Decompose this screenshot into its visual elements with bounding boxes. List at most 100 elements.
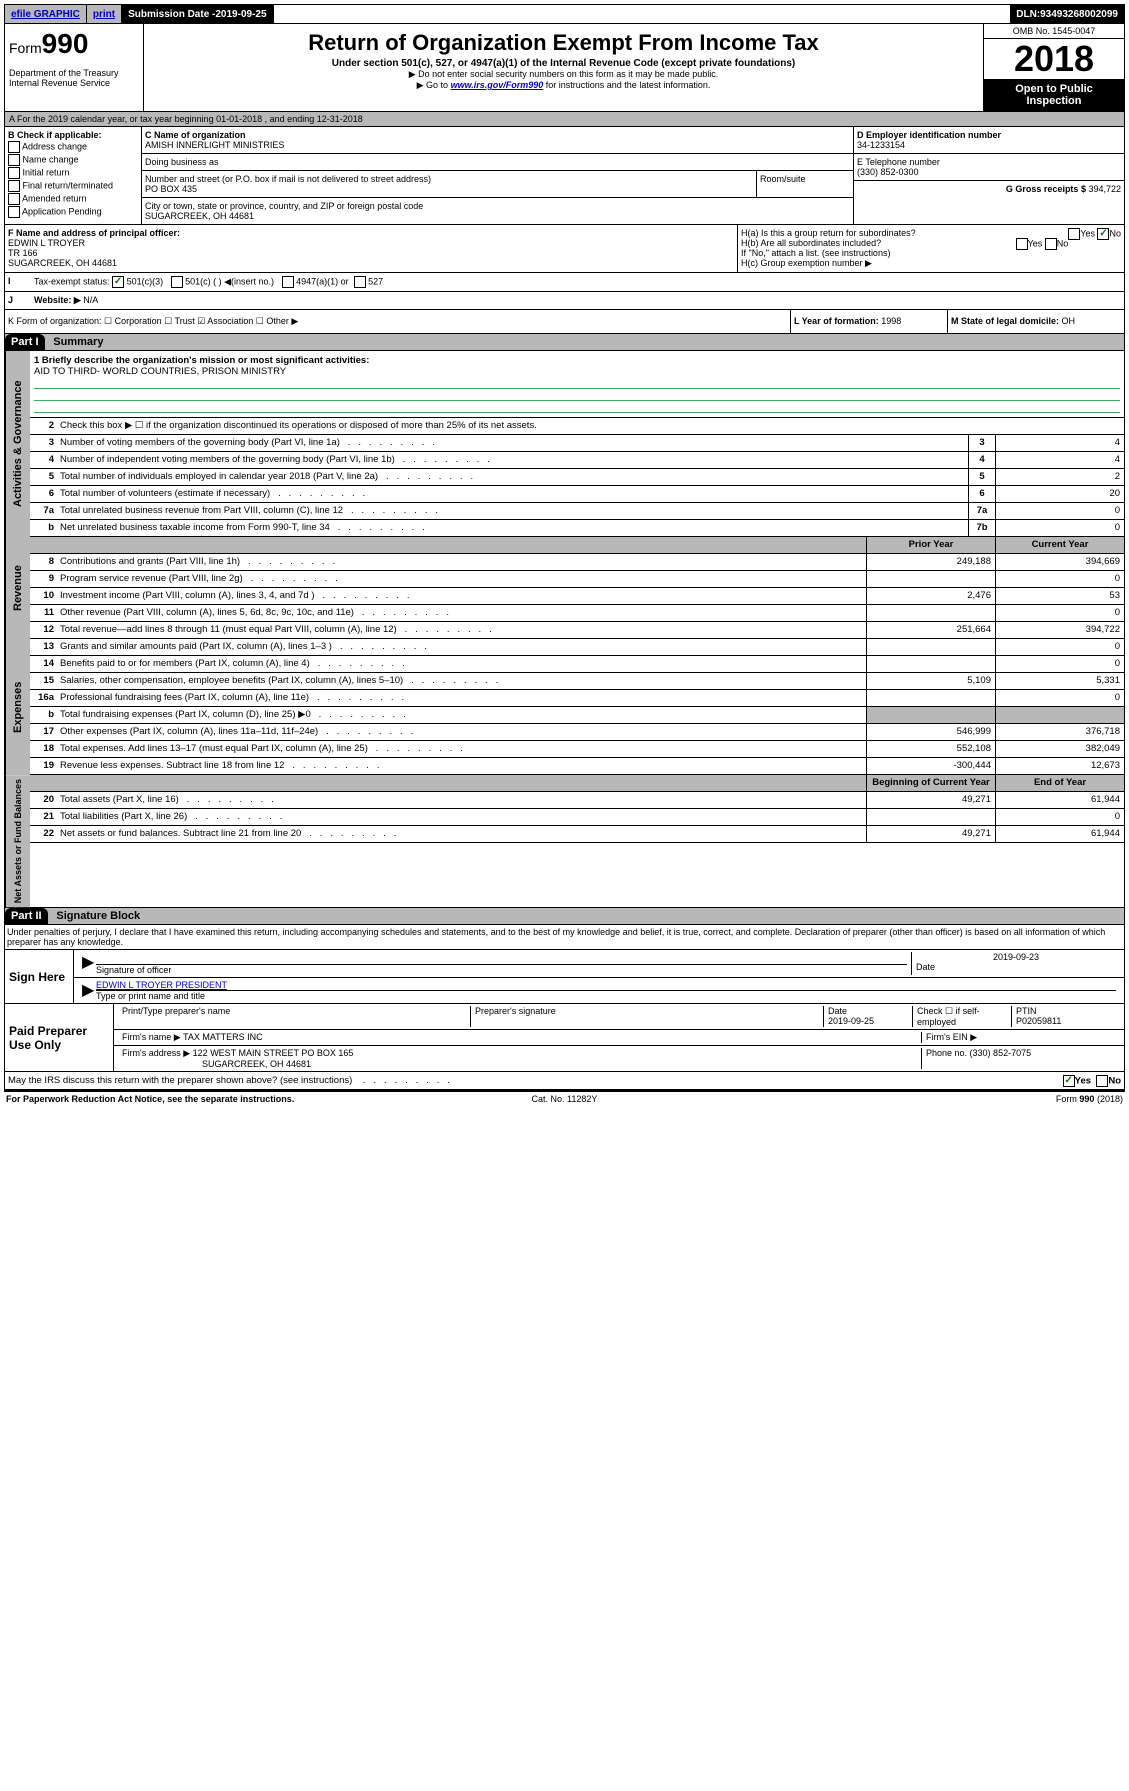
row-j-label: J: [5, 292, 31, 309]
sig-officer-row: ▶ Signature of officer 2019-09-23 Date: [74, 950, 1124, 978]
row-j: J Website: ▶ N/A: [4, 292, 1125, 310]
table-row: 16a Professional fundraising fees (Part …: [30, 690, 1124, 707]
cb-amended[interactable]: Amended return: [8, 193, 138, 205]
cb-501c3[interactable]: [112, 276, 124, 288]
table-row: 13 Grants and similar amounts paid (Part…: [30, 639, 1124, 656]
table-row: 4 Number of independent voting members o…: [30, 452, 1124, 469]
sig-date-label: Date: [916, 962, 1116, 972]
page-footer: For Paperwork Reduction Act Notice, see …: [4, 1090, 1125, 1106]
firm-phone-label: Phone no.: [926, 1048, 970, 1058]
table-row: b Total fundraising expenses (Part IX, c…: [30, 707, 1124, 724]
subdate-value: 2019-09-25: [215, 9, 266, 20]
governance-section: Activities & Governance 1 Briefly descri…: [4, 351, 1125, 537]
irs-link[interactable]: www.irs.gov/Form990: [451, 80, 544, 90]
cb-final-return[interactable]: Final return/terminated: [8, 180, 138, 192]
cb-initial-return[interactable]: Initial return: [8, 167, 138, 179]
cb-discuss-no[interactable]: [1096, 1075, 1108, 1087]
form-of-org: K Form of organization: ☐ Corporation ☐ …: [5, 310, 790, 333]
sidetab-expenses: Expenses: [5, 639, 30, 775]
city-cell: City or town, state or province, country…: [142, 198, 853, 224]
officer-addr1: TR 166: [8, 248, 734, 258]
exp-rows-container: 13 Grants and similar amounts paid (Part…: [30, 639, 1124, 775]
addr-value: PO BOX 435: [145, 184, 753, 194]
cb-501c[interactable]: [171, 276, 183, 288]
ein-cell: D Employer identification number 34-1233…: [854, 127, 1124, 154]
row-fh: F Name and address of principal officer:…: [4, 225, 1125, 273]
phone-value: (330) 852-0300: [857, 167, 1121, 177]
gross-receipts-cell: G Gross receipts $ 394,722: [854, 181, 1124, 197]
room-label: Room/suite: [757, 171, 853, 197]
prep-date-value: 2019-09-25: [828, 1016, 908, 1026]
tax-year: 2018: [984, 39, 1124, 79]
paid-right: Print/Type preparer's name Preparer's si…: [114, 1004, 1124, 1071]
website-label: Website: ▶: [34, 295, 81, 305]
row-a-taxyear: A For the 2019 calendar year, or tax yea…: [4, 112, 1125, 127]
sig-officer-cell: Signature of officer: [92, 952, 911, 975]
rev-rows-container: 8 Contributions and grants (Part VIII, l…: [30, 554, 1124, 639]
print-button[interactable]: print: [87, 5, 122, 23]
efile-link[interactable]: efile GRAPHIC: [11, 9, 80, 20]
revenue-section: Revenue Prior Year Current Year 8 Contri…: [4, 537, 1125, 639]
sign-right: ▶ Signature of officer 2019-09-23 Date ▶…: [74, 950, 1124, 1003]
netassets-body: Beginning of Current Year End of Year 20…: [30, 775, 1124, 907]
q2-num: 2: [30, 418, 58, 434]
form-title: Return of Organization Exempt From Incom…: [148, 30, 979, 56]
discuss-row: May the IRS discuss this return with the…: [4, 1072, 1125, 1090]
prep-ptin-cell: PTIN P02059811: [1011, 1006, 1120, 1027]
state-domicile: M State of legal domicile: OH: [947, 310, 1124, 333]
form-prefix: Form: [9, 40, 42, 56]
row-klm: K Form of organization: ☐ Corporation ☐ …: [4, 310, 1125, 334]
submission-date-box: Submission Date - 2019-09-25: [122, 5, 273, 23]
firm-addr1: 122 WEST MAIN STREET PO BOX 165: [193, 1048, 354, 1058]
sign-here-label: Sign Here: [5, 950, 74, 1003]
current-year-header: Current Year: [995, 537, 1124, 553]
q2-row: 2 Check this box ▶ ☐ if the organization…: [30, 418, 1124, 435]
year-formation: L Year of formation: 1998: [790, 310, 947, 333]
firm-phone-value: (330) 852-7075: [970, 1048, 1032, 1058]
firm-name-cell: Firm's name ▶ TAX MATTERS INC: [118, 1032, 921, 1043]
addr-row: Number and street (or P.O. box if mail i…: [142, 171, 853, 198]
cb-527[interactable]: [354, 276, 366, 288]
website-row: Website: ▶ N/A: [31, 292, 1124, 309]
tes-label: Tax-exempt status:: [34, 276, 110, 286]
addr-cell: Number and street (or P.O. box if mail i…: [142, 171, 757, 197]
paid-preparer-section: Paid Preparer Use Only Print/Type prepar…: [4, 1004, 1125, 1072]
table-row: 3 Number of voting members of the govern…: [30, 435, 1124, 452]
print-label: print: [93, 9, 115, 20]
officer-name: EDWIN L TROYER: [8, 238, 734, 248]
goto-post: for instructions and the latest informat…: [543, 80, 710, 90]
q1-value: AID TO THIRD- WORLD COUNTRIES, PRISON MI…: [34, 366, 1120, 377]
prep-name-label: Print/Type preparer's name: [118, 1006, 470, 1027]
table-row: 5 Total number of individuals employed i…: [30, 469, 1124, 486]
cb-app-pending[interactable]: Application Pending: [8, 206, 138, 218]
col-b-checkboxes: B Check if applicable: Address change Na…: [5, 127, 142, 224]
goto-pre: ▶ Go to: [417, 80, 451, 90]
prep-sig-label: Preparer's signature: [470, 1006, 823, 1027]
gross-label: G Gross receipts $: [1006, 184, 1089, 194]
ptin-label: PTIN: [1016, 1006, 1116, 1016]
cb-4947[interactable]: [282, 276, 294, 288]
form-header: Form990 Department of the Treasury Inter…: [4, 24, 1125, 112]
officer-label: F Name and address of principal officer:: [8, 228, 734, 238]
city-label: City or town, state or province, country…: [145, 201, 850, 211]
firm-name-row: Firm's name ▶ TAX MATTERS INC Firm's EIN…: [114, 1030, 1124, 1046]
row-i: I Tax-exempt status: 501(c)(3) 501(c) ( …: [4, 273, 1125, 292]
sig-name-cell: EDWIN L TROYER PRESIDENT Type or print n…: [92, 980, 1120, 1001]
table-row: 10 Investment income (Part VIII, column …: [30, 588, 1124, 605]
org-name-value: AMISH INNERLIGHT MINISTRIES: [145, 140, 850, 150]
sig-name-value: EDWIN L TROYER PRESIDENT: [96, 980, 1116, 991]
q1-label: 1 Briefly describe the organization's mi…: [34, 355, 1120, 366]
rev-header: Prior Year Current Year: [30, 537, 1124, 554]
header-mid: Return of Organization Exempt From Incom…: [144, 24, 983, 111]
officer-addr2: SUGARCREEK, OH 44681: [8, 258, 734, 268]
cb-discuss-yes[interactable]: [1063, 1075, 1075, 1087]
header-left: Form990 Department of the Treasury Inter…: [5, 24, 144, 111]
table-row: 9 Program service revenue (Part VIII, li…: [30, 571, 1124, 588]
netassets-section: Net Assets or Fund Balances Beginning of…: [4, 775, 1125, 908]
cb-address-change[interactable]: Address change: [8, 141, 138, 153]
dba-cell: Doing business as: [142, 154, 853, 171]
cb-name-change[interactable]: Name change: [8, 154, 138, 166]
hb-row: H(b) Are all subordinates included? Yes …: [741, 238, 1121, 248]
part2-label: Part II: [5, 908, 48, 924]
footer-mid: Cat. No. 11282Y: [378, 1094, 750, 1104]
